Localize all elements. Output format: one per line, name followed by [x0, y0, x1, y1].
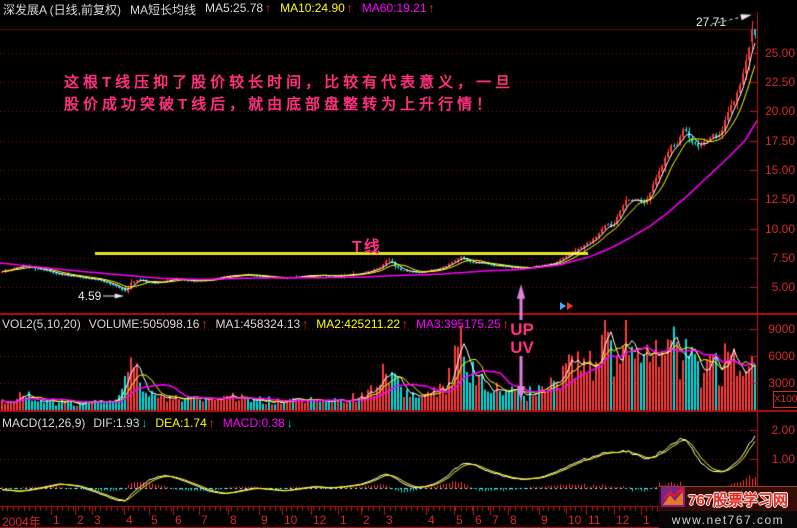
up-arrow-icon: ↑: [428, 1, 435, 15]
timeline-month-label: 8: [510, 513, 517, 527]
down-arrow-icon: ↓: [141, 416, 148, 430]
ma-group-label: MA短长均线: [130, 3, 197, 17]
timeline-month-label: 7: [492, 513, 499, 527]
ma5-value: MA5:25.78: [205, 1, 264, 15]
timeline-month-label: 8: [230, 513, 237, 527]
timeline-month-label: 9: [541, 513, 548, 527]
macd-header: MACD(12,26,9) DIF:1.93 ↓ DEA:1.74 ↑ MACD:0…: [2, 416, 293, 430]
up-arrow-icon: ↑: [346, 1, 353, 15]
up-arrow-icon: ↑: [502, 317, 509, 331]
timeline-month-label: 11: [588, 513, 601, 527]
volume-unit-badge: X100: [773, 391, 797, 408]
up-arrow-icon: ↑: [208, 416, 215, 430]
volume-indicator-label: VOL2(5,10,20): [2, 317, 81, 331]
up-arrow-icon: ↑: [402, 317, 409, 331]
ma60-value: MA60:19.21: [361, 1, 427, 15]
site-logo-icon: [661, 486, 685, 512]
site-name: 767股票学习网: [688, 491, 789, 509]
dif-value: DIF:1.93: [93, 416, 140, 430]
low-price-label: 4.59: [78, 289, 102, 303]
timeline-month-label: 3: [386, 513, 393, 527]
timeline-month-label: 12: [616, 513, 630, 527]
volume-ma1-value: MA1:458324.13: [215, 317, 301, 331]
tline-label: T线: [352, 239, 382, 256]
volume-ma3-value: MA3:395175.25: [416, 317, 501, 331]
ma10-value: MA10:24.90: [280, 1, 345, 15]
up-arrow-icon: ↑: [201, 317, 208, 331]
timeline-month-label: 4: [126, 513, 133, 527]
timeline[interactable]: 2004年 1 2 3 4 5 6 7 8 9 10 12 1 2 3 4 5 6 7 8 9 10 11 12 1: [0, 506, 757, 528]
volume-ma2-value: MA2:425211.22: [316, 317, 401, 331]
stock-title: 深发展A (日线,前复权): [3, 3, 122, 17]
up-arrow-icon: ↑: [302, 317, 309, 331]
timeline-month-label: 1: [53, 513, 60, 527]
timeline-month-label: 1: [643, 513, 650, 527]
timeline-month-label: 5: [456, 513, 463, 527]
annotation-text: 这根T线压抑了股价较长时间，比较有代表意义，一旦 股价成功突破T线后，就由底部盘…: [64, 72, 514, 116]
timeline-year-label: 2004年: [2, 515, 41, 528]
peak-price-label: 27.71: [696, 15, 727, 29]
timeline-month-label: 7: [201, 513, 208, 527]
marker-triangle-red: [567, 302, 573, 310]
site-url: www.net767.com: [659, 511, 797, 528]
up-label: UP: [510, 320, 534, 339]
timeline-month-label: 10: [568, 513, 582, 527]
timeline-month-label: 9: [261, 513, 268, 527]
volume-value: VOLUME:505098.16: [88, 317, 200, 331]
timeline-month-label: 6: [475, 513, 482, 527]
uv-label: UV: [510, 338, 534, 357]
marker-triangle-blue: [560, 302, 566, 310]
macd-indicator-label: MACD(12,26,9): [2, 416, 86, 430]
timeline-month-label: 2: [77, 513, 84, 527]
down-arrow-icon: ↓: [286, 416, 293, 430]
timeline-month-label: 12: [313, 513, 327, 527]
annotation-line2: 股价成功突破T线后，就由底部盘整转为上升行情！: [64, 96, 496, 113]
timeline-month-label: 4: [428, 513, 435, 527]
macd-value: MACD:0.38: [222, 416, 285, 430]
volume-header: VOL2(5,10,20) VOLUME:505098.16 ↑ MA1:4583…: [2, 317, 509, 331]
dea-value: DEA:1.74: [155, 416, 207, 430]
timeline-month-label: 6: [175, 513, 182, 527]
timeline-month-label: 1: [340, 513, 347, 527]
timeline-month-label: 2: [363, 513, 370, 527]
timeline-month-label: 5: [151, 513, 158, 527]
timeline-month-label: 10: [284, 513, 298, 527]
timeline-month-label: 3: [94, 513, 101, 527]
watermark-banner: 767股票学习网: [659, 486, 797, 511]
up-arrow-icon: ↑: [265, 1, 272, 15]
watermark: 767股票学习网 www.net767.com: [659, 486, 797, 528]
event-marker-icon: [560, 302, 574, 310]
header-bar: 深发展A (日线,前复权) MA短长均线 MA5:25.78 ↑ MA10:24.…: [3, 1, 435, 18]
annotation-line1: 这根T线压抑了股价较长时间，比较有代表意义，一旦: [64, 74, 515, 91]
